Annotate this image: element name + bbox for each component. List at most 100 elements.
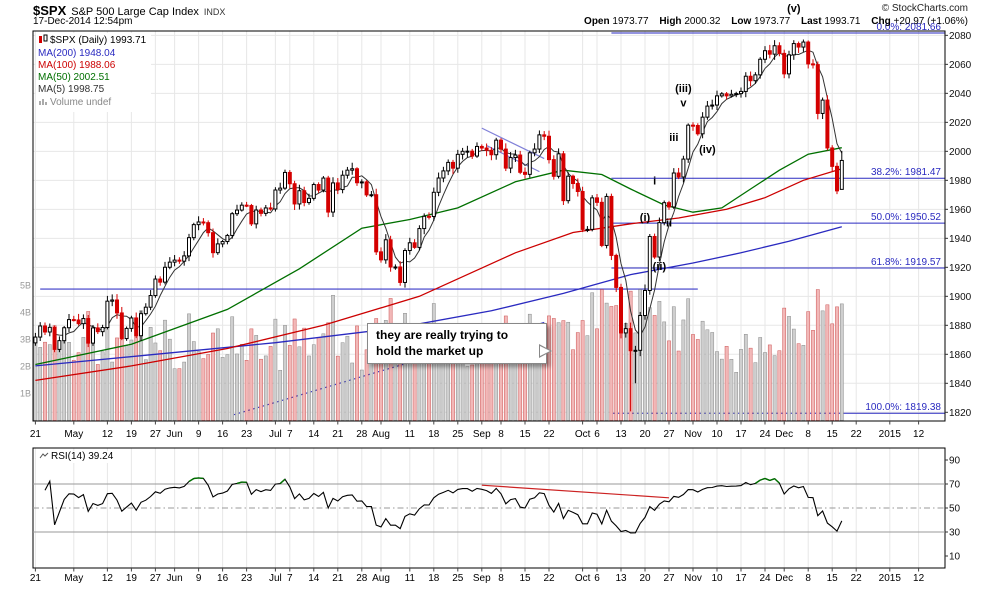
svg-text:50: 50: [949, 504, 961, 515]
svg-text:20: 20: [639, 429, 651, 440]
svg-text:Nov: Nov: [684, 573, 702, 584]
svg-text:17: 17: [735, 429, 747, 440]
volume-icon: [38, 96, 48, 110]
svg-text:Aug: Aug: [372, 573, 390, 584]
svg-text:18: 18: [428, 429, 440, 440]
svg-text:23: 23: [241, 429, 253, 440]
svg-text:25: 25: [452, 429, 464, 440]
svg-text:1840: 1840: [949, 379, 972, 390]
svg-text:20: 20: [639, 573, 651, 584]
svg-text:16: 16: [217, 573, 229, 584]
svg-text:22: 22: [543, 573, 555, 584]
svg-text:(i): (i): [640, 212, 651, 224]
svg-text:Oct: Oct: [575, 573, 591, 584]
rsi-indicator-label: RSI(14) 39.24: [36, 451, 117, 463]
symbol: $SPX: [33, 3, 67, 18]
datetime: 17-Dec-2014 12:54pm: [33, 16, 133, 27]
svg-text:14: 14: [308, 573, 320, 584]
svg-text:1900: 1900: [949, 292, 972, 303]
svg-text:10: 10: [711, 429, 723, 440]
svg-text:8: 8: [498, 573, 504, 584]
svg-text:15: 15: [519, 429, 531, 440]
callout-line2: hold the market up: [376, 344, 484, 358]
svg-text:(ii): (ii): [653, 261, 667, 273]
svg-text:2060: 2060: [949, 60, 972, 71]
quote-open: Open 1973.77: [584, 16, 649, 27]
svg-text:2040: 2040: [949, 89, 972, 100]
elliott-wave-labels: (v) (iii) v iii (iv) i (i) ii (ii): [640, 3, 801, 273]
candlesticks: [33, 39, 844, 412]
copyright: © StockCharts.com: [881, 3, 968, 14]
svg-text:Oct: Oct: [575, 429, 591, 440]
svg-text:13: 13: [615, 429, 627, 440]
index-name: S&P 500 Large Cap Index: [71, 6, 199, 18]
legend-title-row: $SPX (Daily) 1993.71: [38, 34, 146, 48]
svg-text:6: 6: [594, 573, 600, 584]
svg-text:Dec: Dec: [775, 429, 793, 440]
svg-text:3B: 3B: [20, 335, 31, 345]
svg-text:13: 13: [615, 573, 627, 584]
quote-line: Open 1973.77 High 2000.32 Low 1973.77 La…: [576, 16, 968, 27]
svg-text:ii: ii: [666, 218, 672, 230]
svg-text:May: May: [64, 429, 83, 440]
svg-text:1980: 1980: [949, 176, 972, 187]
svg-text:8: 8: [805, 573, 811, 584]
legend-ma200: MA(200) 1948.04: [38, 48, 116, 59]
svg-text:21: 21: [332, 573, 344, 584]
svg-text:2015: 2015: [879, 573, 902, 584]
svg-text:28: 28: [356, 429, 368, 440]
svg-text:21: 21: [30, 429, 42, 440]
svg-text:May: May: [64, 573, 83, 584]
svg-text:22: 22: [851, 429, 863, 440]
legend-ma100: MA(100) 1988.06: [38, 60, 116, 71]
svg-text:18: 18: [428, 573, 440, 584]
legend-ma50: MA(50) 2002.51: [38, 72, 110, 83]
svg-text:100.0%: 1819.38: 100.0%: 1819.38: [865, 402, 941, 413]
svg-text:Sep: Sep: [473, 573, 491, 584]
legend-volume-row: Volume undef: [38, 96, 146, 110]
svg-text:70: 70: [949, 480, 961, 491]
svg-text:7: 7: [287, 573, 293, 584]
svg-text:Jul: Jul: [269, 573, 282, 584]
svg-text:9: 9: [196, 429, 202, 440]
quote-change: Chg +20.97 (+1.06%): [871, 16, 968, 27]
chart-header: $SPX S&P 500 Large Cap Index INDX © StockC…: [33, 2, 968, 18]
svg-text:12: 12: [102, 573, 114, 584]
svg-text:21: 21: [332, 429, 344, 440]
svg-text:Jul: Jul: [269, 429, 282, 440]
callout-line1: they are really trying to: [376, 328, 509, 342]
svg-text:27: 27: [150, 573, 162, 584]
svg-text:27: 27: [663, 429, 675, 440]
svg-text:27: 27: [150, 429, 162, 440]
svg-text:90: 90: [949, 456, 961, 467]
svg-text:28: 28: [356, 573, 368, 584]
svg-text:15: 15: [827, 573, 839, 584]
svg-text:1820: 1820: [949, 408, 972, 419]
svg-text:Sep: Sep: [473, 429, 491, 440]
chart-legend: $SPX (Daily) 1993.71 MA(200) 1948.04 MA(…: [36, 33, 152, 112]
svg-text:12: 12: [102, 429, 114, 440]
svg-text:16: 16: [217, 429, 229, 440]
quote-header: 17-Dec-2014 12:54pm Open 1973.77 High 20…: [33, 16, 968, 28]
svg-text:10: 10: [711, 573, 723, 584]
svg-text:22: 22: [543, 429, 555, 440]
svg-text:21: 21: [30, 573, 42, 584]
legend-volume: Volume undef: [50, 97, 112, 108]
quote-low: Low 1973.77: [731, 16, 791, 27]
svg-text:10: 10: [949, 552, 961, 563]
svg-text:Jun: Jun: [167, 429, 183, 440]
svg-text:0.0%: 2081.66: 0.0%: 2081.66: [877, 22, 942, 33]
svg-text:25: 25: [452, 573, 464, 584]
svg-text:4B: 4B: [20, 308, 31, 318]
legend-title: $SPX (Daily) 1993.71: [50, 35, 147, 46]
svg-text:22: 22: [851, 573, 863, 584]
rsi-value: RSI(14) 39.24: [51, 451, 114, 462]
svg-text:27: 27: [663, 573, 675, 584]
svg-text:17: 17: [735, 573, 747, 584]
svg-text:Dec: Dec: [775, 573, 793, 584]
rsi-panel: 90 70 50 30 10: [33, 456, 961, 563]
svg-text:11: 11: [405, 573, 416, 584]
svg-text:1920: 1920: [949, 263, 972, 274]
